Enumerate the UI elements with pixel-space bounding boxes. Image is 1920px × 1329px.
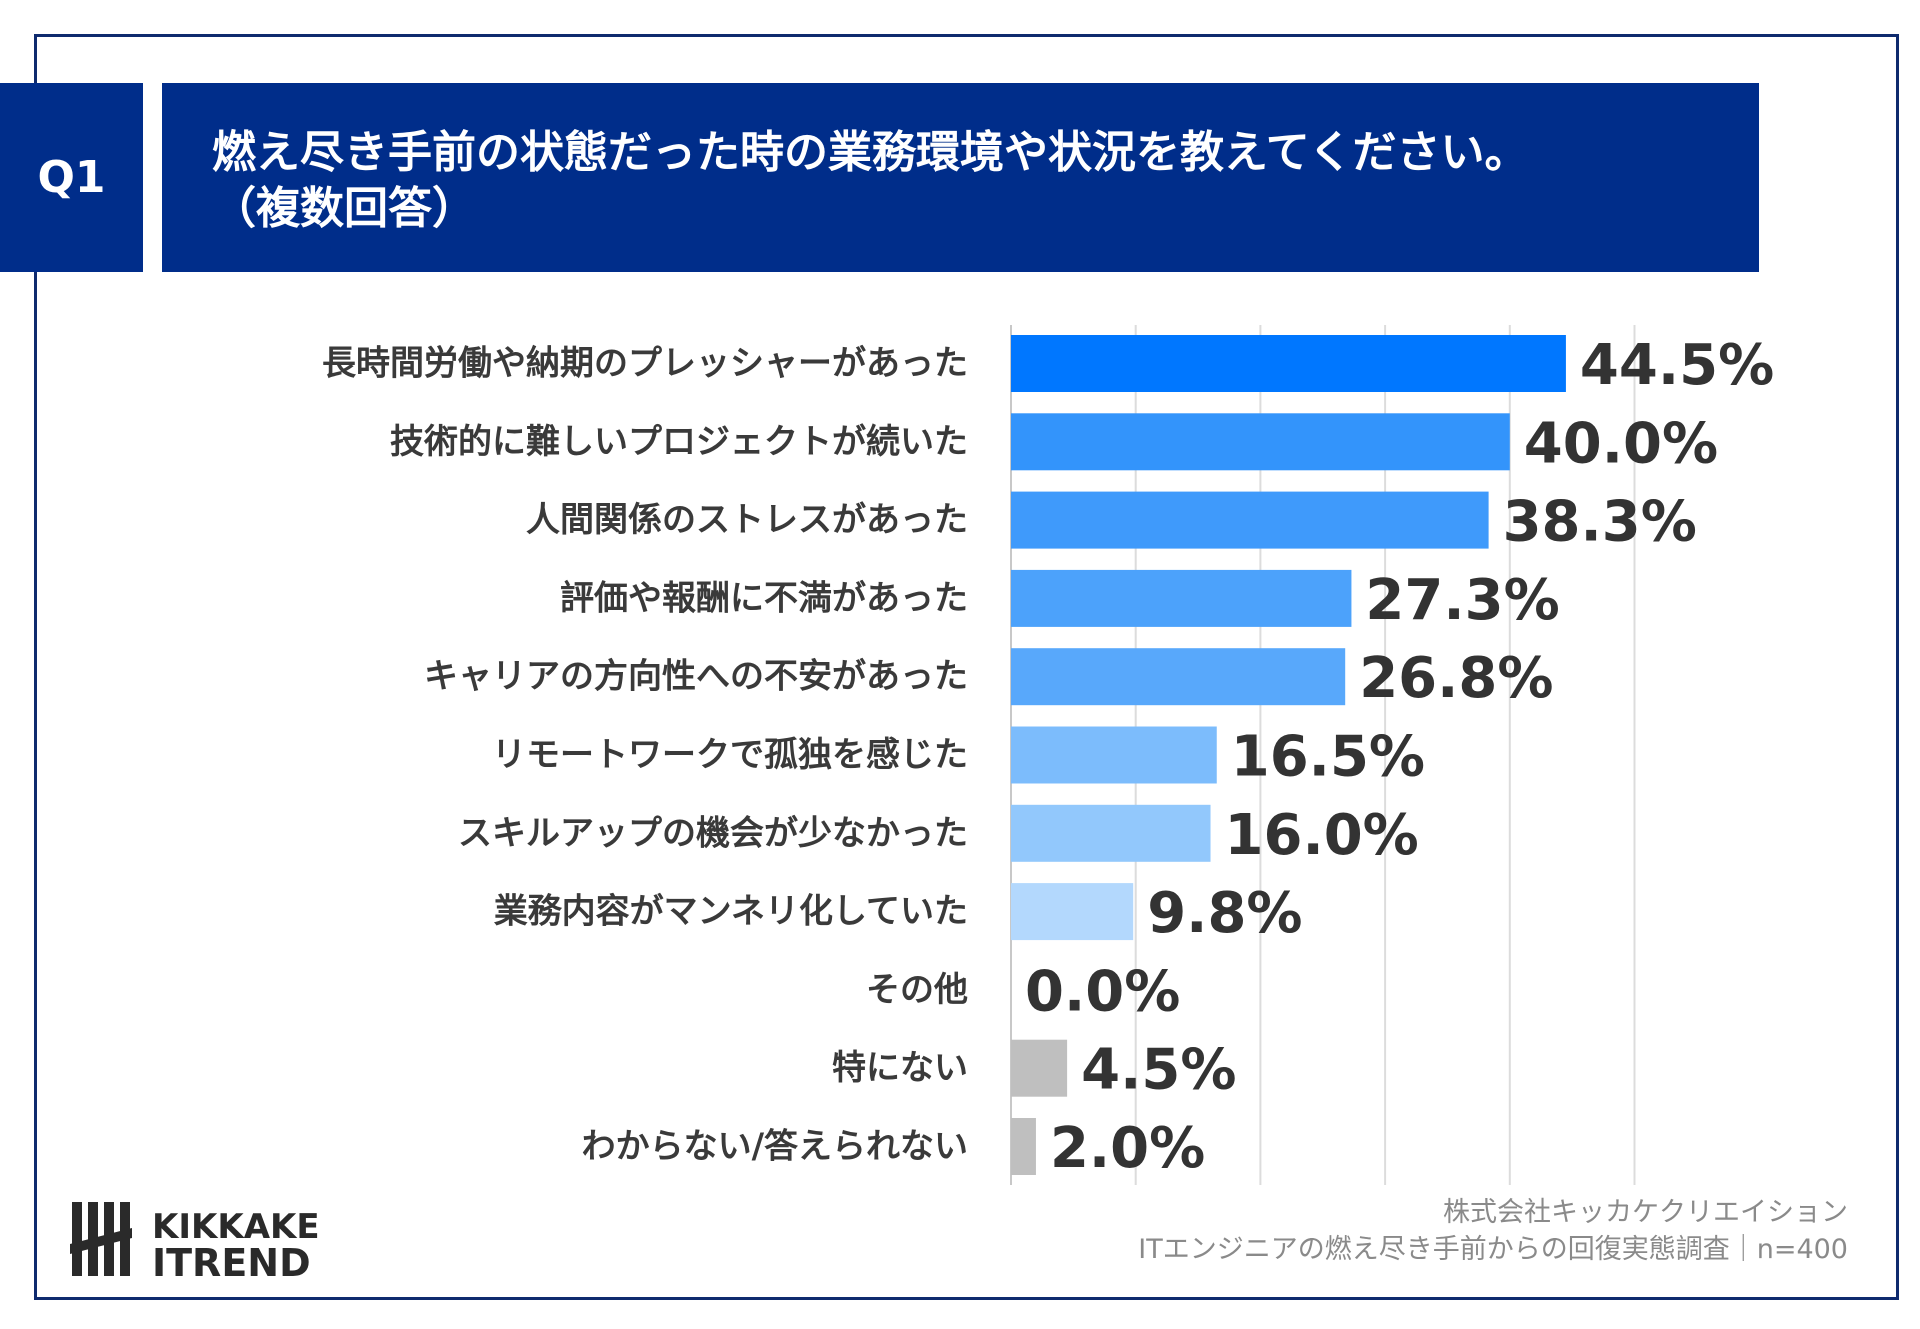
value-labels: 44.5% 40.0% 38.3% 27.3% 26.8% 16.5% 16.0% 9.8% 0…	[1025, 333, 1774, 1181]
value-label-8: 9.8%	[1147, 881, 1302, 946]
title-line-2: （複数回答）	[212, 183, 476, 234]
value-label-3: 38.3%	[1503, 490, 1697, 555]
category-label-4: 評価や報酬に不満があった	[560, 578, 968, 618]
bar-1	[1011, 335, 1566, 392]
category-label-8: 業務内容がマンネリ化していた	[494, 892, 968, 932]
category-label-2: 技術的に難しいプロジェクトが続いた	[390, 422, 968, 462]
category-label-6: リモートワークで孤独を感じた	[492, 735, 968, 775]
value-label-7: 16.0%	[1225, 803, 1419, 868]
category-label-10: 特にない	[832, 1048, 968, 1088]
category-labels: 長時間労働や納期のプレッシャーがあった技術的に難しいプロジェクトが続いた人間関係…	[322, 344, 968, 1167]
bar-2	[1011, 413, 1510, 471]
logo-text-itrend: ITREND	[152, 1241, 311, 1280]
source-note: 株式会社キッカケクリエイション ITエンジニアの燃え尽き手前からの回復実態調査｜…	[1138, 1194, 1848, 1268]
category-label-9: その他	[866, 970, 968, 1010]
logo-mark	[70, 1202, 132, 1276]
bar-3	[1011, 491, 1489, 549]
category-label-3: 人間関係のストレスがあった	[526, 500, 968, 540]
bar-5	[1011, 648, 1346, 706]
source-survey: ITエンジニアの燃え尽き手前からの回復実態調査｜n=400	[1138, 1234, 1848, 1265]
value-label-2: 40.0%	[1524, 411, 1718, 476]
value-label-6: 16.5%	[1231, 725, 1425, 790]
value-label-1: 44.5%	[1580, 333, 1774, 398]
question-badge: Q1	[0, 83, 143, 272]
bars	[1011, 335, 1566, 1175]
chart-frame	[34, 34, 1899, 1300]
value-label-4: 27.3%	[1365, 568, 1559, 633]
bar-8	[1011, 883, 1134, 941]
category-label-7: スキルアップの機会が少なかった	[458, 813, 968, 853]
question-title: 燃え尽き手前の状態だった時の業務環境や状況を教えてください。 （複数回答）	[162, 83, 1759, 272]
value-label-5: 26.8%	[1359, 646, 1553, 711]
value-label-9: 0.0%	[1025, 959, 1180, 1024]
category-label-1: 長時間労働や納期のプレッシャーがあった	[322, 344, 968, 384]
bar-7	[1011, 804, 1211, 862]
bar-4	[1011, 569, 1352, 627]
logo-text-kikkake: KIKKAKE	[152, 1207, 320, 1247]
source-company: 株式会社キッカケクリエイション	[1443, 1197, 1848, 1228]
title-line-1: 燃え尽き手前の状態だった時の業務環境や状況を教えてください。	[212, 127, 1529, 178]
bar-6	[1011, 726, 1217, 784]
category-label-11: わからない/答えられない	[582, 1127, 968, 1167]
bar-10	[1011, 1039, 1068, 1097]
category-label-5: キャリアの方向性への不安があった	[424, 657, 968, 697]
bar-11	[1011, 1118, 1036, 1175]
value-label-11: 2.0%	[1050, 1116, 1205, 1181]
kikkake-itrend-logo: KIKKAKE ITREND	[70, 1202, 320, 1280]
value-label-10: 4.5%	[1081, 1038, 1236, 1103]
